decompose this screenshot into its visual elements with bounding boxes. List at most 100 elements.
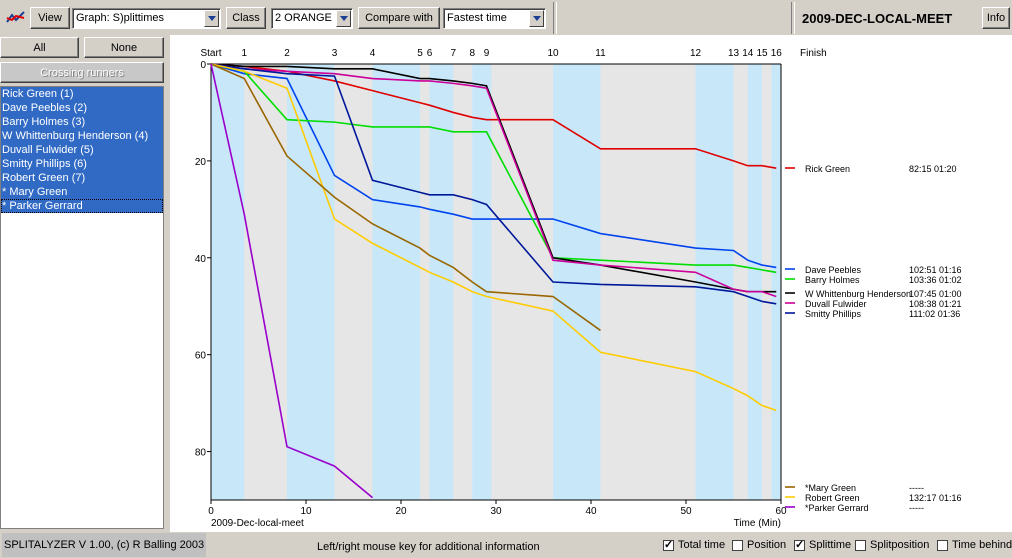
- runner-list-item[interactable]: Dave Peebles (2): [1, 101, 163, 115]
- control-label: 4: [370, 48, 376, 59]
- control-label: 15: [756, 48, 768, 59]
- graph-select-value: Graph: S)plittimes: [76, 12, 165, 24]
- legend-value: 82:15 01:20: [909, 164, 957, 174]
- series-line: [210, 63, 374, 499]
- legend-label: W Whittenburg Henderson: [805, 289, 911, 299]
- splittime-chart[interactable]: 0 20 40 60 80 0 10 20 30 40 50 60 2009-Dec-local-mee…: [170, 35, 1012, 532]
- legend-value: 102:51 01:16: [909, 265, 962, 275]
- control-label: 9: [484, 48, 490, 59]
- legend-label: Robert Green: [805, 493, 860, 503]
- event-title: 2009-DEC-LOCAL-MEET: [802, 11, 953, 26]
- graph-select[interactable]: Graph: S)plittimes: [72, 8, 221, 29]
- control-band: [429, 64, 454, 500]
- option-checkbox-total-time[interactable]: Total time: [663, 538, 726, 551]
- option-checkbox-time-behind[interactable]: Time behind: [937, 539, 1012, 551]
- x-tick-label: 10: [300, 506, 312, 517]
- series-line: [210, 63, 777, 169]
- checkbox-label: Time behind: [952, 539, 1012, 551]
- compare-select-value: Fastest time: [447, 12, 507, 24]
- control-band: [472, 64, 492, 500]
- checkbox-box[interactable]: [794, 538, 805, 551]
- legend-label: Barry Holmes: [805, 275, 860, 285]
- checkbox-label: Total time: [678, 539, 726, 551]
- legend-label: Rick Green: [805, 164, 850, 174]
- control-band: [747, 64, 762, 500]
- crossing-runners-button[interactable]: Crossing runners: [0, 62, 164, 83]
- x-tick-label: 60: [775, 506, 787, 517]
- runner-list-item[interactable]: W Whittenburg Henderson (4): [1, 129, 163, 143]
- runner-list-item[interactable]: * Mary Green: [1, 185, 163, 199]
- control-band: [211, 64, 245, 500]
- select-none-button[interactable]: None: [84, 37, 164, 58]
- control-label: 10: [547, 48, 559, 59]
- y-tick-label: 80: [195, 448, 207, 459]
- runner-list-item[interactable]: Robert Green (7): [1, 171, 163, 185]
- runner-list-item[interactable]: Duvall Fulwider (5): [1, 143, 163, 157]
- x-tick-label: 0: [208, 506, 214, 517]
- series-line: [210, 63, 777, 305]
- legend-label: Dave Peebles: [805, 265, 862, 275]
- control-label: 5: [417, 48, 423, 59]
- series-line: [210, 63, 777, 298]
- x-axis-label: Time (Min): [734, 518, 781, 529]
- option-checkbox-position[interactable]: Position: [732, 539, 786, 551]
- checkbox-box[interactable]: [663, 538, 674, 551]
- class-button[interactable]: Class: [226, 7, 266, 29]
- view-button[interactable]: View: [30, 7, 70, 29]
- control-label: 8: [469, 48, 475, 59]
- runner-list-item[interactable]: Rick Green (1): [1, 87, 163, 101]
- status-bar: SPLITALYZER V 1.00, (c) R Balling 2003 L…: [0, 532, 1012, 558]
- checkbox-box[interactable]: [855, 539, 866, 551]
- control-band: [771, 64, 781, 500]
- control-label: 3: [332, 48, 338, 59]
- runner-list-item[interactable]: Smitty Phillips (6): [1, 157, 163, 171]
- checkbox-label: Position: [747, 539, 787, 551]
- control-label: 16: [771, 48, 783, 59]
- legend-value: 111:02 01:36: [909, 309, 960, 319]
- runner-list[interactable]: Rick Green (1) Dave Peebles (2) Barry Holm…: [0, 86, 164, 529]
- legend-value: 103:36 01:02: [909, 275, 962, 285]
- compare-select[interactable]: Fastest time: [443, 8, 546, 29]
- control-label: 12: [690, 48, 702, 59]
- series-line: [210, 63, 777, 269]
- legend-value: 132:17 01:16: [909, 493, 962, 503]
- legend-value: 108:38 01:21: [909, 299, 962, 309]
- y-tick-label: 60: [195, 351, 207, 362]
- control-label: 1: [241, 48, 247, 59]
- series-line: [210, 63, 601, 332]
- class-select-value: 2 ORANGE: [275, 12, 332, 24]
- checkbox-box[interactable]: [732, 539, 743, 551]
- control-label: 13: [728, 48, 740, 59]
- y-tick-label: 40: [195, 254, 207, 265]
- control-band: [372, 64, 420, 500]
- chevron-down-icon[interactable]: [529, 10, 544, 27]
- control-label: 7: [450, 48, 456, 59]
- chevron-down-icon[interactable]: [336, 10, 351, 27]
- option-checkbox-splittime[interactable]: Splittime: [794, 538, 852, 551]
- control-label: 11: [595, 48, 606, 59]
- chevron-down-icon[interactable]: [204, 10, 219, 27]
- info-button[interactable]: Info: [982, 7, 1010, 29]
- compare-button[interactable]: Compare with: [358, 7, 440, 29]
- x-tick-label: 20: [395, 506, 407, 517]
- x-tick-label: 30: [490, 506, 502, 517]
- legend-value: -----: [909, 503, 924, 513]
- y-tick-label: 0: [200, 60, 206, 71]
- checkbox-label: Splittime: [809, 539, 852, 551]
- control-label: 14: [742, 48, 754, 59]
- legend-label: Duvall Fulwider: [805, 299, 867, 309]
- y-tick-label: 20: [195, 157, 207, 168]
- class-select[interactable]: 2 ORANGE: [271, 8, 353, 29]
- runner-list-item[interactable]: Barry Holmes (3): [1, 115, 163, 129]
- runner-list-item[interactable]: * Parker Gerrard: [1, 199, 163, 213]
- select-all-button[interactable]: All: [0, 37, 79, 58]
- x-tick-label: 40: [585, 506, 597, 517]
- series-line: [210, 63, 777, 412]
- x-tick-label: 50: [680, 506, 692, 517]
- option-checkbox-splitposition[interactable]: Splitposition: [855, 539, 929, 551]
- toolbar-divider: [791, 2, 795, 34]
- control-band: [287, 64, 335, 500]
- legend-value: 107:45 01:00: [909, 289, 962, 299]
- control-band: [695, 64, 734, 500]
- checkbox-box[interactable]: [937, 539, 948, 551]
